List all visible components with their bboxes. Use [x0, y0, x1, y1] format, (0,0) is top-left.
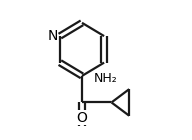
Text: N: N [47, 29, 58, 43]
Text: O: O [77, 111, 87, 125]
Text: NH₂: NH₂ [94, 72, 118, 85]
